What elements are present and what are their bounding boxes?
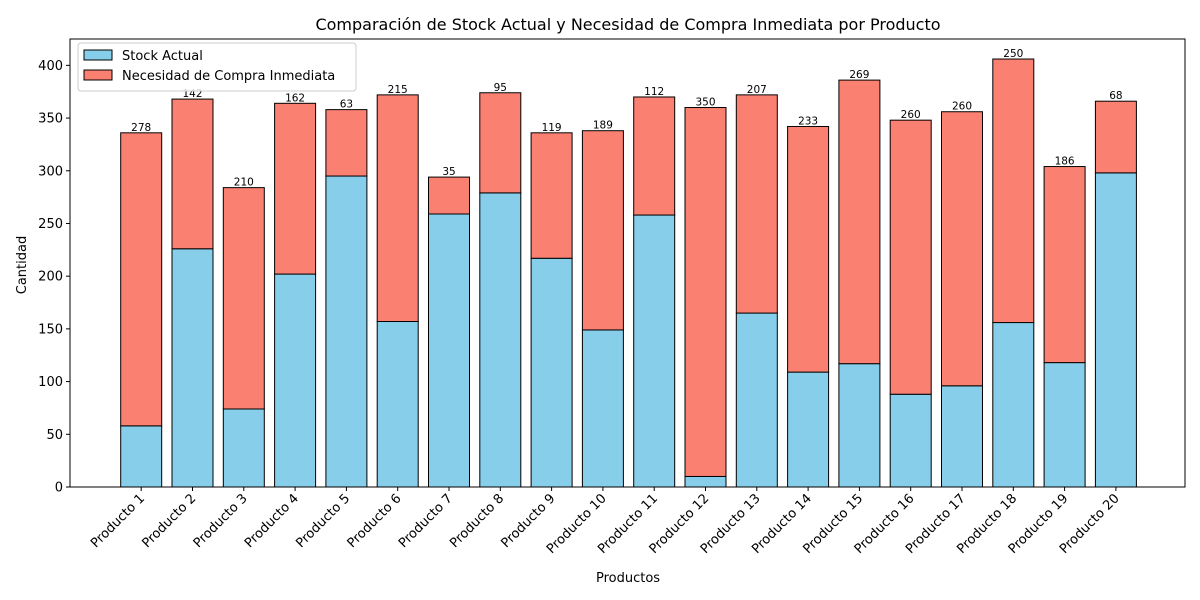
data-label: 260 [952,101,972,113]
legend-box [77,42,357,92]
y-tick-label: 350 [38,112,63,127]
data-label: 63 [340,99,353,111]
x-tick-label: Producto 6 [345,491,405,551]
x-axis-label: Productos [596,571,660,586]
y-tick-label: 200 [38,270,63,285]
bar-stock-actual [735,312,778,488]
data-label: 233 [798,115,818,127]
bar-stock-actual [838,363,881,488]
data-label: 95 [494,82,507,94]
bar-necesidad-compra [120,132,163,427]
data-label: 186 [1055,156,1075,168]
y-tick-label: 50 [46,428,63,443]
bar-stock-actual [222,408,265,488]
legend-entry: Stock Actual [122,49,203,64]
bar-stock-actual [1043,362,1086,488]
bar-stock-actual [428,213,470,488]
bar-necesidad-compra [941,111,983,387]
bar-necesidad-compra [581,130,624,331]
bar-necesidad-compra [222,187,265,410]
bar-stock-actual [889,393,932,488]
bar-necesidad-compra [684,107,727,477]
x-tick-label: Producto 4 [242,491,302,551]
bar-necesidad-compra [428,176,470,215]
bar-necesidad-compra [889,119,932,395]
y-tick-label: 100 [38,375,63,390]
chart-title: Comparación de Stock Actual y Necesidad … [315,15,940,34]
x-tick-label: Producto 8 [447,491,507,551]
bar-stock-actual [1094,172,1137,488]
bar-necesidad-compra [479,92,522,194]
data-label: 250 [1003,48,1023,60]
bar-stock-actual [376,321,419,488]
x-tick-label: Producto 1 [88,491,148,551]
legend: Stock Actual Necesidad de Compra Inmediat… [77,42,357,92]
bar-necesidad-compra [633,96,676,216]
bar-necesidad-compra [1094,100,1137,174]
bar-stock-actual [120,425,163,488]
x-tick-label: Producto 5 [293,491,353,551]
bar-stock-actual [633,214,676,488]
bar-stock-actual [171,248,214,488]
data-label: 162 [285,92,305,104]
data-label: 260 [901,109,921,121]
data-label: 278 [131,122,151,134]
bar-necesidad-compra [171,98,214,250]
bar-necesidad-compra [838,79,881,365]
data-label: 119 [542,122,562,134]
plot-area: 5827822614274210202162295631572152593527… [38,38,1186,557]
bar-stock-actual [787,371,830,488]
data-label: 35 [442,166,455,178]
y-tick-label: 250 [38,217,63,232]
bar-necesidad-compra [274,102,317,275]
bar-stock-actual [941,385,983,488]
bar-necesidad-compra [1043,166,1086,364]
bar-stock-actual [684,475,727,488]
axes-frame [69,38,1186,488]
bar-stock-actual [274,273,317,488]
bar-necesidad-compra [787,125,830,373]
bar-stock-actual [581,329,624,488]
y-tick-label: 0 [55,481,63,496]
x-tick-label: Producto 2 [139,491,199,551]
bar-stock-actual [479,192,522,488]
bar-stock-actual [530,257,573,488]
data-label: 68 [1109,90,1122,102]
bar-necesidad-compra [325,109,368,177]
bar-necesidad-compra [376,94,419,323]
bar-stock-actual [325,175,368,488]
legend-entry: Necesidad de Compra Inmediata [122,69,335,84]
data-label: 269 [849,69,869,81]
x-tick-label: Producto 7 [396,491,456,551]
data-label: 350 [695,97,715,109]
x-tick-label: Producto 3 [191,491,251,551]
data-label: 215 [388,84,408,96]
legend-swatch [83,69,113,81]
y-tick-label: 150 [38,322,63,337]
bar-necesidad-compra [530,132,573,259]
bar-necesidad-compra [992,58,1035,324]
data-label: 210 [234,177,254,189]
y-tick-label: 400 [38,59,63,74]
bar-necesidad-compra [735,94,778,314]
bar-stock-actual [992,322,1035,488]
data-label: 207 [747,84,767,96]
y-axis-label: Cantidad [15,236,30,294]
y-tick-label: 300 [38,164,63,179]
data-label: 112 [644,86,664,98]
data-label: 189 [593,120,613,132]
legend-swatch [83,49,113,61]
